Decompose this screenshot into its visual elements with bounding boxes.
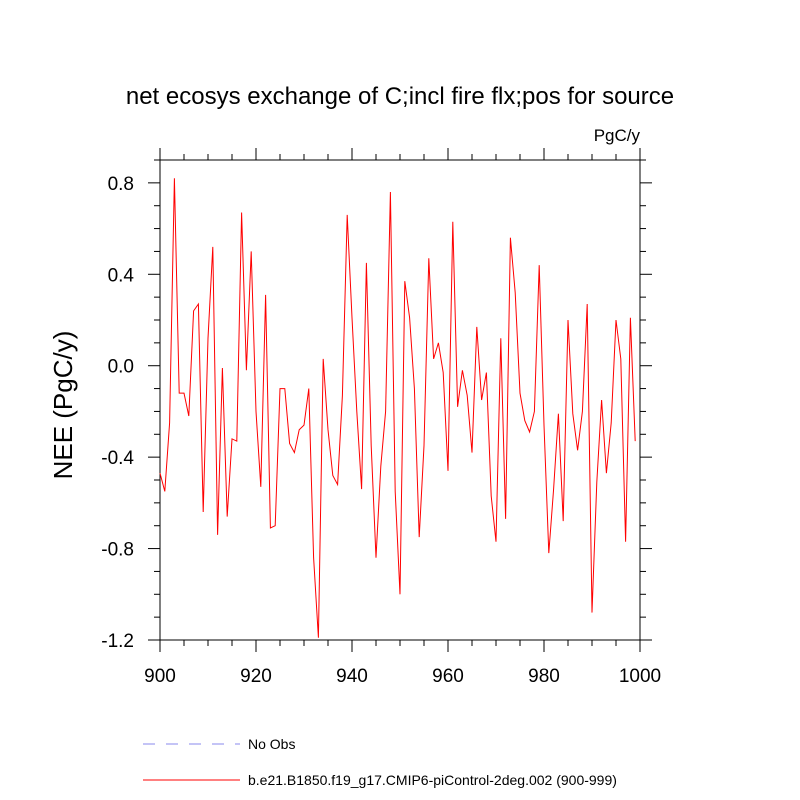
y-tick-label: 0.8 bbox=[108, 174, 134, 195]
x-tick-label: 900 bbox=[144, 666, 176, 687]
y-tick-label: -0.4 bbox=[101, 448, 134, 469]
axis-tick-labels: 900 920 940 960 980 1000 -1.2 -0.8 -0.4 0.0 0.4 0.8 bbox=[101, 174, 661, 687]
y-tick-label: -0.8 bbox=[101, 540, 134, 561]
y-axis-label: NEE (PgC/y) bbox=[48, 331, 78, 480]
x-tick-label: 940 bbox=[336, 666, 368, 687]
y-tick-label: -1.2 bbox=[101, 631, 134, 652]
x-tick-label: 960 bbox=[432, 666, 464, 687]
y-tick-label: 0.0 bbox=[108, 357, 134, 378]
axis-ticks bbox=[148, 148, 652, 652]
legend-series-label: b.e21.B1850.f19_g17.CMIP6-piControl-2deg… bbox=[248, 772, 617, 788]
y-tick-label: 0.4 bbox=[108, 265, 135, 286]
series-line-layer bbox=[159, 178, 636, 638]
x-tick-label: 920 bbox=[240, 666, 272, 687]
legend: No Obs b.e21.B1850.f19_g17.CMIP6-piContr… bbox=[143, 736, 617, 788]
x-tick-label: 1000 bbox=[619, 666, 661, 687]
chart-title: net ecosys exchange of C;incl fire flx;p… bbox=[126, 83, 674, 110]
chart-units: PgC/y bbox=[594, 126, 641, 145]
legend-no-obs-label: No Obs bbox=[248, 736, 295, 752]
series-line bbox=[159, 178, 636, 638]
x-tick-label: 980 bbox=[528, 666, 560, 687]
